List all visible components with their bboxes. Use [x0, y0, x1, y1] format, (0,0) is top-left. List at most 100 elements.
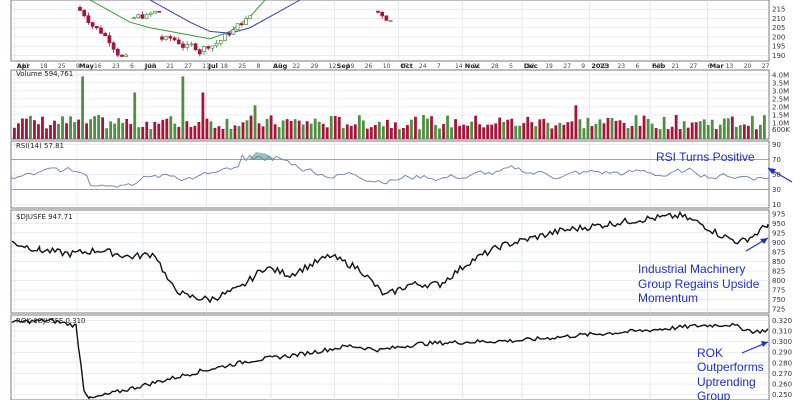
volume-bar-170	[694, 122, 698, 139]
candle-body-80-1	[82, 10, 87, 17]
candle-body-162-6	[185, 44, 190, 48]
volume-bar-29	[129, 124, 133, 139]
candle-body-80-7	[107, 35, 112, 44]
volume-bar-41	[177, 126, 181, 139]
candle-body-134-4	[148, 12, 153, 15]
candle-body-204-9	[239, 23, 244, 26]
day-label-8: 21	[166, 63, 174, 70]
price-tick-1: 210	[772, 15, 785, 23]
rsi-tick-2: 50	[772, 171, 781, 179]
day-label-31: 9	[581, 63, 585, 70]
volume-bar-132	[542, 118, 546, 139]
volume-bar-175	[714, 129, 718, 139]
volume-bar-53	[225, 118, 229, 139]
candle-body-162-7	[189, 43, 194, 46]
candle-body-134-2	[140, 14, 145, 19]
volume-bar-178	[726, 118, 730, 139]
volume-bar-72	[301, 124, 305, 139]
volume-bar-148	[606, 117, 610, 139]
day-label-15: 22	[293, 63, 301, 70]
volume-bar-57	[241, 122, 245, 139]
volume-bar-64	[269, 115, 273, 139]
volume-bar-44	[189, 127, 193, 139]
volume-bar-61	[257, 123, 261, 139]
djusfe-tick-8: 775	[772, 287, 785, 295]
volume-bar-134	[550, 128, 554, 139]
volume-bar-183	[746, 125, 750, 139]
month-label-0: Apr	[17, 62, 31, 70]
ratio-tick-4: 0.280	[772, 359, 792, 367]
volume-bar-87	[361, 120, 365, 139]
rsi-overbought-fill	[248, 152, 276, 160]
volume-bar-85	[353, 124, 357, 139]
volume-bar-149	[610, 117, 614, 139]
volume-bar-54	[229, 128, 233, 139]
month-label-2: Jun	[144, 62, 157, 70]
volume-bar-4	[29, 115, 32, 139]
volume-bar-65	[273, 124, 277, 139]
volume-bar-176	[718, 124, 722, 139]
volume-bar-158	[646, 118, 650, 139]
volume-bar-154	[630, 125, 634, 139]
panel-ratio	[10, 314, 770, 400]
day-label-6: 6	[130, 63, 134, 70]
volume-bar-114	[470, 121, 474, 139]
candle-body-162-3	[172, 37, 177, 41]
volume-bar-78	[325, 127, 329, 139]
ratio-tick-1: 0.310	[772, 327, 792, 335]
volume-bar-124	[510, 118, 514, 139]
volume-bar-187	[762, 115, 766, 139]
volume-bar-21	[97, 115, 101, 139]
volume-bar-89	[369, 127, 373, 139]
volume-bar-127	[522, 123, 526, 139]
day-label-16: 29	[311, 63, 319, 70]
volume-bar-157	[642, 115, 646, 139]
volume-bar-81	[337, 116, 341, 139]
volume-bar-185	[754, 129, 758, 139]
volume-bar-137	[562, 124, 566, 139]
candle-body-134-0	[132, 17, 136, 20]
volume-bar-169	[690, 122, 694, 139]
volume-bar-125	[514, 125, 518, 139]
volume-bar-168	[686, 127, 690, 139]
volume-bar-62	[261, 126, 265, 139]
volume-bar-12	[61, 116, 64, 139]
volume-bar-2	[21, 118, 24, 139]
volume-bar-163	[666, 129, 670, 139]
volume-tick-0: 4.0M	[772, 71, 789, 79]
volume-bar-98	[406, 124, 409, 139]
day-label-22: 24	[419, 63, 427, 70]
volume-bar-174	[710, 119, 714, 139]
volume-bar-82	[341, 128, 345, 139]
volume-bar-152	[622, 122, 626, 139]
volume-bar-167	[682, 121, 686, 139]
volume-bar-77	[321, 123, 325, 139]
volume-bar-177	[722, 118, 726, 139]
candle-body-162-0	[160, 36, 164, 40]
volume-bar-34	[149, 129, 153, 139]
volume-bar-159	[650, 123, 654, 139]
volume-bar-166	[678, 129, 682, 139]
rsi-annotation: RSI Turns Positive	[656, 150, 755, 164]
volume-bar-7	[41, 116, 44, 139]
volume-bar-63	[265, 118, 269, 139]
candle-body-134-3	[144, 14, 149, 19]
djusfe-tick-1: 950	[772, 220, 785, 228]
rsi-tick-1: 70	[772, 156, 781, 164]
day-label-17: 12	[329, 63, 337, 70]
volume-bar-100	[414, 116, 417, 139]
candle-body-378-3	[388, 19, 393, 22]
volume-bar-150	[614, 120, 618, 139]
volume-bar-136	[558, 122, 562, 139]
month-label-8: Dec	[524, 62, 538, 70]
candle-body-80-10	[120, 54, 124, 57]
volume-bar-173	[706, 124, 710, 139]
rsi-tick-3: 30	[772, 186, 781, 194]
volume-bar-49	[209, 121, 213, 139]
djusfe-annotation-line-2: Group Regains Upside	[638, 277, 760, 291]
rsi-tick-4: 10	[772, 201, 781, 209]
volume-bar-139	[570, 121, 574, 139]
volume-bar-3	[25, 118, 28, 139]
djusfe-tick-6: 825	[772, 268, 785, 276]
